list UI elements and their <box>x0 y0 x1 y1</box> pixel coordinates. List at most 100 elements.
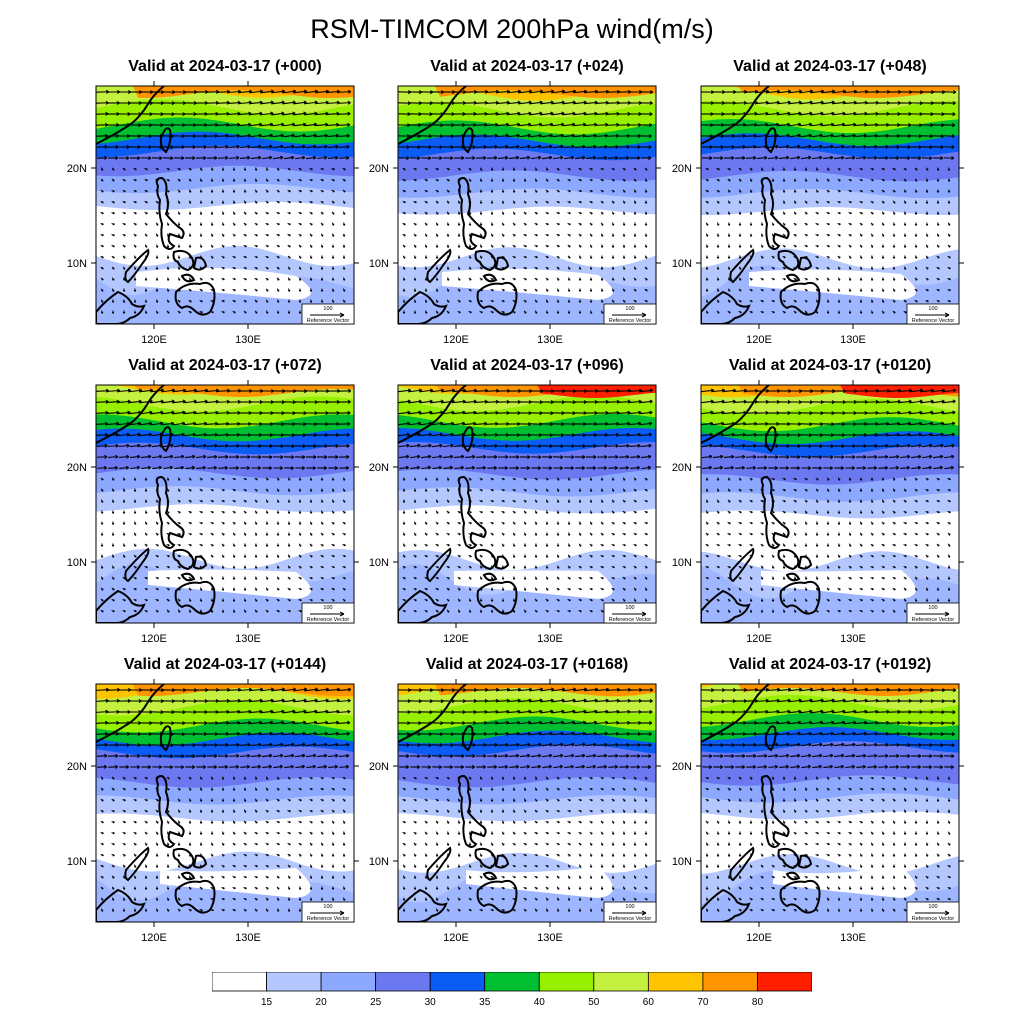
wind-arrow-head <box>299 577 302 580</box>
wind-arrow <box>777 101 791 105</box>
wind-arrow-head <box>753 133 757 138</box>
wind-arrow-head <box>623 554 626 558</box>
wind-arrow-head <box>309 267 313 270</box>
wind-arrow-head <box>310 167 313 171</box>
wind-arrow <box>540 90 554 94</box>
wind-arrow-head <box>706 178 709 182</box>
wind-arrow-head <box>870 267 874 270</box>
wind-arrow-head <box>126 421 131 426</box>
wind-arrow-head <box>447 500 450 503</box>
wind-arrow-head <box>402 533 406 536</box>
wind-arrow <box>529 90 543 94</box>
wind-arrow-head <box>469 168 472 171</box>
wind-arrow-head <box>210 190 214 193</box>
wind-arrow-head <box>600 289 604 292</box>
wind-arrow-head <box>221 201 225 204</box>
wind-arrow-head <box>458 511 461 514</box>
wind-arrow <box>315 90 329 94</box>
wind-arrow-head <box>450 156 454 161</box>
wind-arrow <box>485 102 499 104</box>
wind-arrow <box>316 145 328 149</box>
wind-arrow <box>618 434 630 436</box>
wind-arrow-head <box>436 576 439 580</box>
wind-arrow-head <box>424 500 428 503</box>
wind-arrow-head <box>516 444 520 448</box>
wind-arrow-head <box>178 489 181 492</box>
wind-arrow <box>250 145 262 149</box>
wind-arrow <box>756 146 768 148</box>
wind-arrow-head <box>524 489 527 492</box>
wind-arrow <box>162 433 174 437</box>
wind-arrow-head <box>320 278 324 281</box>
wind-arrow-head <box>288 256 291 259</box>
wind-arrow-head <box>512 201 516 204</box>
wind-arrow-head <box>645 532 648 536</box>
wind-arrow-head <box>749 245 753 248</box>
wind-arrow-head <box>601 610 604 613</box>
wind-arrow-head <box>782 212 786 215</box>
wind-arrow-head <box>178 565 181 569</box>
wind-arrow-head <box>623 179 626 182</box>
wind-arrow <box>475 445 487 447</box>
wind-arrow-head <box>480 555 483 558</box>
wind-arrow-head <box>233 500 236 503</box>
wind-arrow-head <box>178 522 181 525</box>
wind-arrow <box>799 90 813 94</box>
wind-arrow-head <box>276 500 280 503</box>
wind-arrow-head <box>211 488 214 492</box>
wind-arrow-head <box>461 421 466 426</box>
wind-arrow-head <box>893 179 896 182</box>
wind-arrow-head <box>189 500 192 503</box>
wind-arrow-head <box>149 410 153 415</box>
wind-arrow-head <box>534 522 538 525</box>
wind-arrow <box>496 101 510 105</box>
wind-arrow-head <box>320 500 324 503</box>
wind-arrow <box>216 401 230 403</box>
wind-arrow-head <box>436 544 439 547</box>
wind-arrow-head <box>604 454 608 459</box>
wind-arrow-head <box>644 588 648 591</box>
wind-arrow-head <box>805 311 808 314</box>
wind-arrow <box>249 90 263 94</box>
wind-arrow <box>338 124 350 126</box>
wind-arrow <box>409 433 421 437</box>
wind-arrow-head <box>343 577 346 580</box>
wind-arrow-head <box>417 432 421 437</box>
wind-arrow-head <box>469 500 472 503</box>
wind-arrow <box>562 101 576 105</box>
wind-arrow-head <box>177 267 181 270</box>
wind-arrow-head <box>634 278 637 281</box>
wind-arrow-head <box>189 179 192 182</box>
wind-arrow-head <box>502 522 505 525</box>
wind-arrow-head <box>343 532 346 536</box>
wind-arrow-head <box>199 610 203 613</box>
wind-arrow-head <box>265 544 269 547</box>
wind-arrow-head <box>232 610 236 613</box>
wind-arrow-head <box>469 566 472 569</box>
wind-arrow-head <box>760 168 764 171</box>
wind-arrow <box>261 123 273 127</box>
wind-arrow-head <box>706 234 709 237</box>
wind-arrow <box>574 123 586 127</box>
wind-arrow-head <box>299 544 302 547</box>
wind-arrow-head <box>244 266 247 270</box>
coastline-mindanao <box>779 281 821 316</box>
wind-arrow-head <box>101 599 104 602</box>
wind-arrow-head <box>461 134 465 138</box>
wind-arrow-head <box>269 444 273 449</box>
wind-arrow-head <box>612 201 615 204</box>
wind-arrow-head <box>738 223 742 226</box>
wind-arrow-head <box>794 266 797 270</box>
wind-arrow-head <box>156 201 159 204</box>
wind-arrow-head <box>561 111 565 116</box>
wind-arrow-head <box>112 200 115 204</box>
wind-arrow-head <box>808 144 812 149</box>
wind-arrow <box>745 135 757 137</box>
wind-arrow-head <box>104 144 108 149</box>
wind-arrow-head <box>579 223 582 226</box>
lon-tick-label: 130E <box>537 633 563 645</box>
map-panel: Valid at 2024-03-17 (+000) 120E 130E 20N 10N… <box>67 58 359 346</box>
wind-arrow-head <box>538 144 542 149</box>
wind-arrow-head <box>483 133 487 138</box>
wind-arrow <box>249 112 263 116</box>
